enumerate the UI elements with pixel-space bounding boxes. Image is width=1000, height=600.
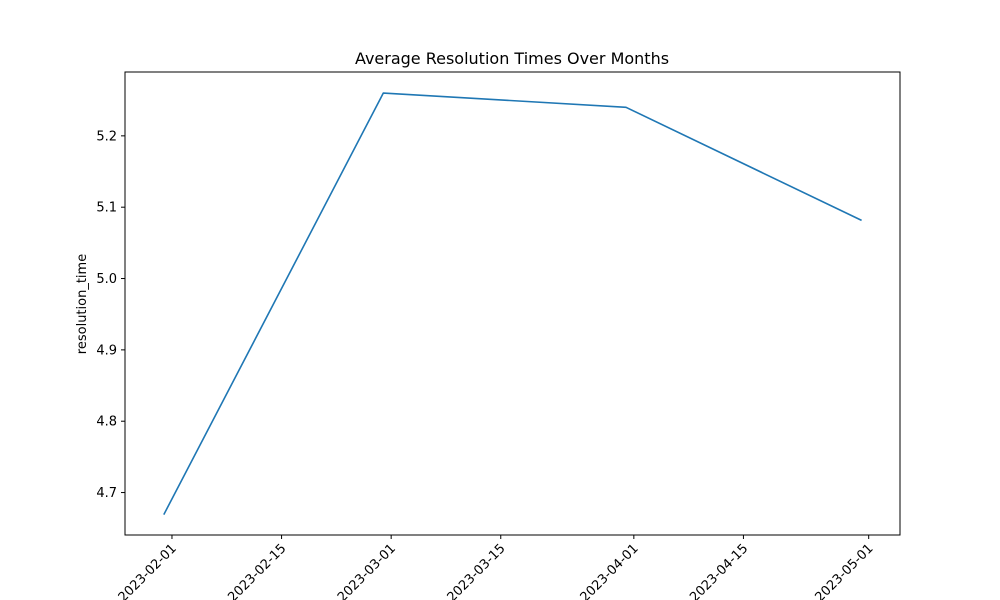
x-tick-label: 2023-04-01 xyxy=(578,541,642,600)
y-axis-title: resolution_time xyxy=(75,254,90,354)
x-tick-label: 2023-03-15 xyxy=(445,541,509,600)
y-tick-label: 5.1 xyxy=(96,201,117,216)
x-tick-label: 2023-05-01 xyxy=(812,541,876,600)
series-line xyxy=(163,92,862,516)
x-tick-label: 2023-04-15 xyxy=(687,541,751,600)
x-tick-label: 2023-02-01 xyxy=(116,541,180,600)
chart-title: Average Resolution Times Over Months xyxy=(355,49,669,68)
y-tick-label: 5.2 xyxy=(96,129,117,144)
y-tick-label: 4.9 xyxy=(96,343,117,358)
y-tick-label: 4.8 xyxy=(96,415,117,430)
axes-frame xyxy=(124,71,901,536)
plot-area: 4.7 4.8 4.9 5.0 5.1 5.2 2023-02-01 2023-02-15 20… xyxy=(96,71,901,600)
y-tick-label: 4.7 xyxy=(96,486,117,501)
x-tick-label: 2023-02-15 xyxy=(225,541,289,600)
x-tick-label: 2023-03-01 xyxy=(335,541,399,600)
y-tick-label: 5.0 xyxy=(96,272,117,287)
